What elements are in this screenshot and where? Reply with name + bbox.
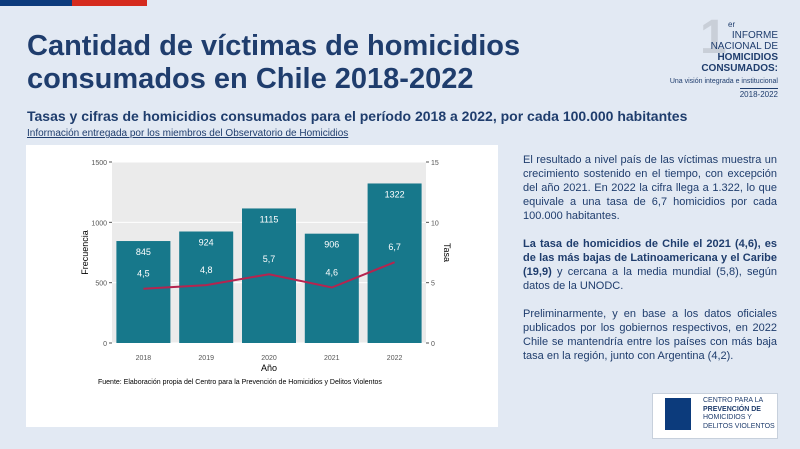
logo-line: NACIONAL DE (710, 41, 778, 52)
x-tick-label: 2021 (324, 355, 340, 362)
y-tick-label: 500 (95, 281, 107, 288)
line-label: 6,7 (388, 242, 401, 252)
flag-blue (0, 0, 72, 6)
bar-label: 1322 (385, 189, 405, 199)
x-tick-label: 2018 (136, 355, 152, 362)
chart-panel: 0 500 1000 1500 0 5 10 15 2018 2019 2020 2021 2022 84… (26, 145, 498, 427)
logo-period: 2018-2022 (739, 88, 778, 99)
bar (116, 241, 171, 343)
line-label: 4,8 (200, 265, 213, 275)
x-tick-label: 2022 (387, 355, 403, 362)
y-axis-label: Frecuencia (80, 230, 90, 275)
bar-label: 845 (136, 247, 151, 257)
title: Cantidad de víctimas de homicidios consu… (27, 30, 521, 95)
y2-tick-label: 10 (431, 220, 439, 227)
logo-line: HOMICIDIOS (717, 52, 778, 63)
centro-icon (665, 398, 691, 430)
flag-red (72, 0, 147, 6)
y2-tick-label: 0 (431, 341, 435, 348)
x-axis-label: Año (261, 363, 277, 373)
bar-label: 924 (199, 238, 214, 248)
centro-line: DELITOS VIOLENTOS (703, 422, 775, 430)
centro-logo: CENTRO PARA LA PREVENCIÓN DE HOMICIDIOS … (652, 393, 778, 439)
source-link[interactable]: Información entregada por los miembros d… (27, 128, 349, 139)
y2-tick-label: 15 (431, 160, 439, 167)
paragraph-bold: La tasa de homicidios de Chile el 2021 (… (523, 238, 777, 278)
bar (179, 231, 234, 343)
body-text: El resultado a nivel país de las víctima… (523, 153, 777, 377)
y2-axis-label: Tasa (442, 243, 452, 262)
rate-line (143, 261, 395, 290)
logo-superscript: er (728, 20, 736, 29)
x-tick-label: 2020 (261, 355, 277, 362)
paragraph: Preliminarmente, y en base a los datos o… (523, 308, 777, 362)
line-label: 4,5 (137, 269, 150, 279)
centro-line: PREVENCIÓN DE (703, 405, 761, 413)
paragraph: El resultado a nivel país de las víctima… (523, 154, 777, 222)
bar-label: 1115 (260, 214, 279, 224)
centro-text: CENTRO PARA LA PREVENCIÓN DE HOMICIDIOS … (703, 397, 775, 431)
logo-number: 1 (700, 11, 727, 64)
logo-line: CONSUMADOS: (701, 63, 778, 74)
chart: 0 500 1000 1500 0 5 10 15 2018 2019 2020 2021 2022 84… (80, 160, 452, 386)
logo-line: INFORME (731, 30, 778, 41)
line-label: 4,6 (326, 267, 339, 277)
bar (367, 183, 422, 343)
bar-label: 906 (324, 240, 339, 250)
x-tick-label: 2019 (198, 355, 214, 362)
y-tick-label: 1000 (91, 220, 107, 227)
logo-tagline: Una visión integrada e institucional (669, 78, 778, 85)
y2-tick-label: 5 (431, 281, 435, 288)
chart-caption: Fuente: Elaboración propia del Centro pa… (98, 379, 382, 386)
y-tick-label: 1500 (91, 160, 107, 167)
logo-lines: INFORME NACIONAL DE HOMICIDIOS CONSUMADO… (701, 30, 778, 74)
paragraph-text: y cercana a la media mundial (5,8), segú… (523, 266, 777, 292)
y-tick-label: 0 (103, 341, 107, 348)
centro-line: HOMICIDIOS Y (703, 414, 752, 421)
bar (242, 208, 296, 343)
line-label: 5,7 (263, 254, 276, 264)
centro-line: CENTRO PARA LA (703, 397, 764, 404)
subtitle: Tasas y cifras de homicidios consumados … (27, 108, 688, 124)
paragraph: La tasa de homicidios de Chile el 2021 (… (523, 237, 777, 293)
